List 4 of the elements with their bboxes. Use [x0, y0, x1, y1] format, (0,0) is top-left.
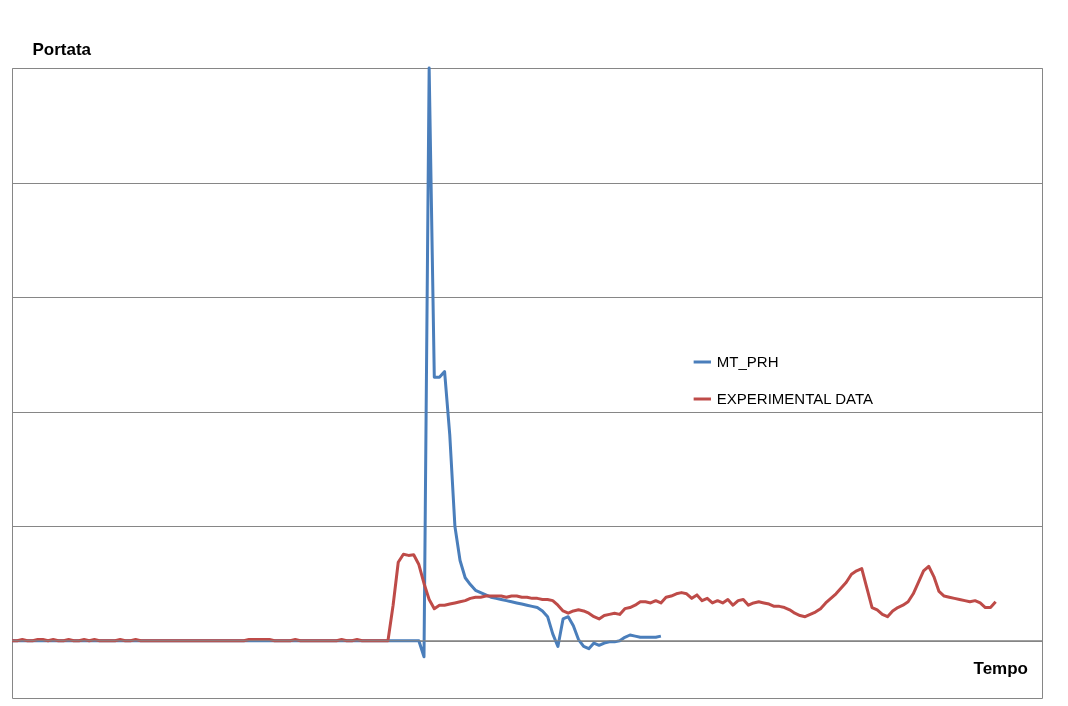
legend-label: EXPERIMENTAL DATA	[716, 390, 873, 407]
legend-label: MT_PRH	[716, 353, 779, 370]
y-axis-title: Portata	[32, 39, 92, 59]
x-axis-title: Tempo	[973, 658, 1028, 678]
